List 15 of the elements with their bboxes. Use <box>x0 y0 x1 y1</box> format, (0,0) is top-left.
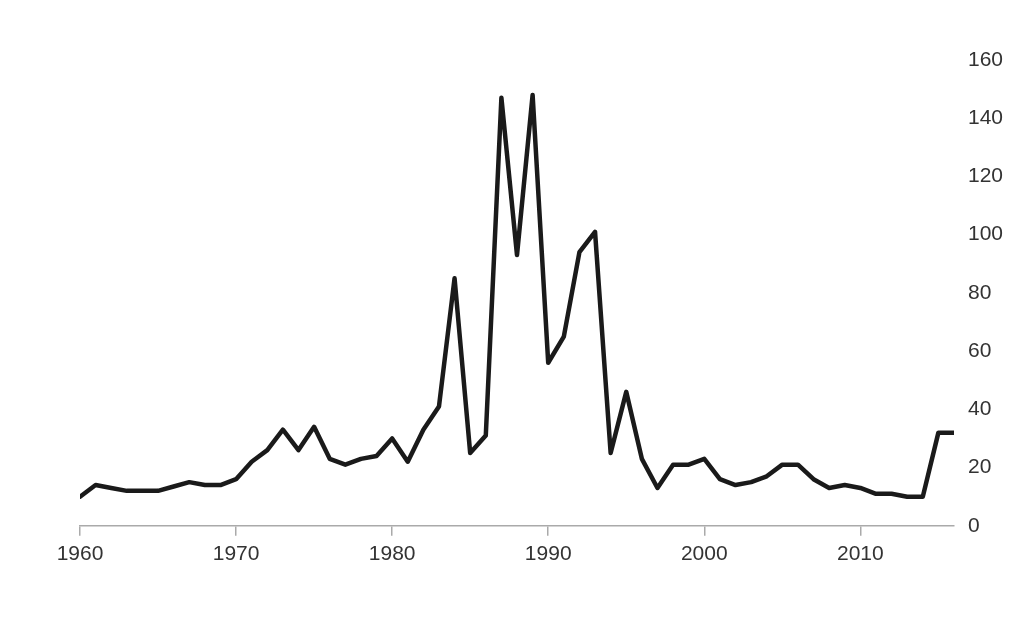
x-tick-label: 2010 <box>837 541 884 565</box>
x-tick-label: 2000 <box>680 541 728 565</box>
x-tick-label: 1960 <box>56 541 104 565</box>
y-tick-label: 40 <box>968 396 992 420</box>
y-tick-label: 140 <box>968 105 1004 129</box>
y-tick-label: 80 <box>968 279 992 303</box>
y-tick-label: 0 <box>968 512 980 536</box>
y-tick-label: 100 <box>968 221 1004 245</box>
y-tick-label: 20 <box>968 454 992 478</box>
x-tick-label: 1990 <box>524 541 572 565</box>
x-tick-label: 1970 <box>212 541 260 565</box>
y-tick-label: 60 <box>968 337 992 361</box>
y-tick-label: 160 <box>968 46 1004 70</box>
x-tick-label: 1980 <box>368 541 416 565</box>
y-tick-label: 120 <box>968 163 1004 187</box>
